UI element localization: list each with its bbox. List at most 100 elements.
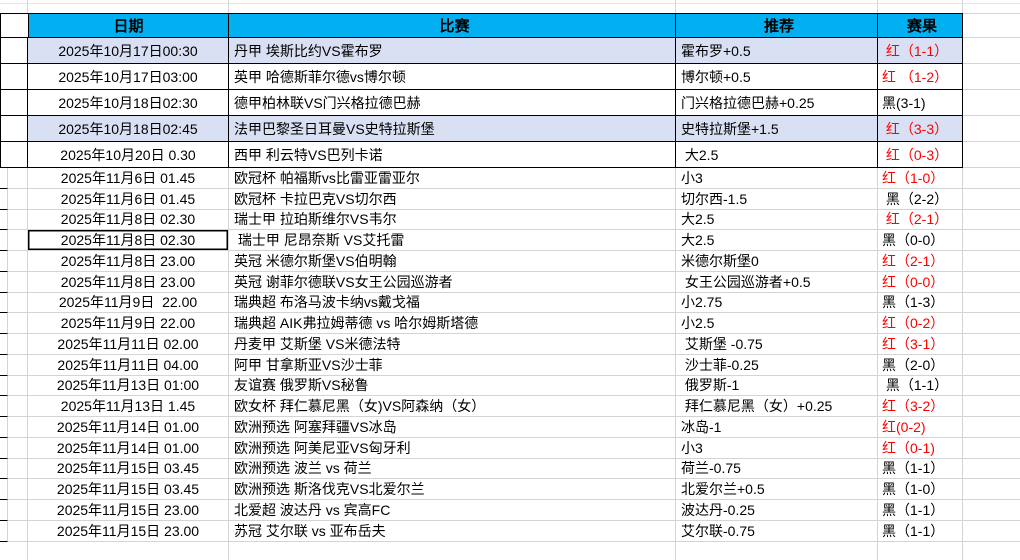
date-cell[interactable]: 2025年11月8日 02.30 <box>28 209 229 231</box>
recommendation-cell[interactable]: 门兴格拉德巴赫+0.25 <box>676 90 878 116</box>
date-cell[interactable]: 2025年11月8日 23.00 <box>28 251 229 272</box>
match-cell[interactable]: 英冠 谢菲尔德联VS女王公园巡游者 <box>229 271 676 293</box>
result-cell[interactable]: 红（0-3） <box>878 142 963 168</box>
result-cell[interactable]: 黑（2-2） <box>878 188 963 210</box>
date-cell[interactable]: 2025年11月8日 23.00 <box>28 271 229 293</box>
result-cell[interactable]: 黑（1-1） <box>878 375 963 397</box>
result-cell[interactable]: 红（3-1） <box>878 334 963 355</box>
match-cell[interactable]: 北爱超 波达丹 vs 宾高FC <box>229 500 676 521</box>
match-cell[interactable]: 德甲柏林联VS门兴格拉德巴赫 <box>229 90 676 116</box>
date-cell[interactable]: 2025年11月15日 23.00 <box>28 520 229 542</box>
recommendation-cell[interactable]: 小3 <box>676 168 878 189</box>
match-cell[interactable]: 丹麦甲 艾斯堡 VS米德法特 <box>229 334 676 355</box>
recommendation-cell[interactable]: 大2.5 <box>676 142 878 168</box>
date-cell[interactable]: 2025年11月15日 23.00 <box>28 500 229 521</box>
recommendation-cell[interactable]: 冰岛-1 <box>676 417 878 438</box>
date-cell[interactable]: 2025年11月14日 01.00 <box>28 437 229 459</box>
date-cell[interactable]: 2025年11月8日 02.30 <box>28 230 229 251</box>
date-cell[interactable]: 2025年11月9日 22.00 <box>28 313 229 334</box>
recommendation-cell[interactable]: 博尔顿+0.5 <box>676 64 878 90</box>
recommendation-cell[interactable]: 北爱尔兰+0.5 <box>676 479 878 500</box>
match-cell[interactable]: 瑞士甲 尼昂奈斯 VS艾托雷 <box>229 230 676 251</box>
recommendation-cell[interactable]: 小3 <box>676 437 878 459</box>
match-cell[interactable]: 西甲 利云特VS巴列卡诺 <box>229 142 676 168</box>
recommendation-cell[interactable]: 波达丹-0.25 <box>676 500 878 521</box>
match-cell[interactable]: 英冠 米德尔斯堡VS伯明翰 <box>229 251 676 272</box>
column-header-recommendation[interactable]: 推荐 <box>676 13 878 38</box>
date-cell[interactable]: 2025年11月9日 22.00 <box>28 292 229 314</box>
recommendation-cell[interactable]: 艾斯堡 -0.75 <box>676 334 878 355</box>
recommendation-cell[interactable]: 大2.5 <box>676 209 878 231</box>
match-cell[interactable]: 阿甲 甘拿斯亚VS沙士菲 <box>229 354 676 376</box>
result-cell[interactable]: 红（1-0） <box>878 168 963 189</box>
result-cell[interactable]: 黑（1-1） <box>878 458 963 480</box>
date-cell[interactable]: 2025年11月13日 1.45 <box>28 396 229 417</box>
match-cell[interactable]: 瑞典超 布洛马波卡纳vs戴戈福 <box>229 292 676 314</box>
match-cell[interactable]: 欧洲预选 斯洛伐克VS北爱尔兰 <box>229 479 676 500</box>
result-cell[interactable]: 黑（1-1） <box>878 500 963 521</box>
date-cell[interactable]: 2025年11月6日 01.45 <box>28 168 229 189</box>
recommendation-cell[interactable]: 荷兰-0.75 <box>676 458 878 480</box>
date-cell[interactable]: 2025年10月17日00:30 <box>28 38 229 64</box>
result-cell[interactable]: 黑（1-1） <box>878 520 963 542</box>
result-cell[interactable]: 红（3-2） <box>878 396 963 417</box>
result-cell[interactable]: 红（2-1） <box>878 251 963 272</box>
recommendation-cell[interactable]: 切尔西-1.5 <box>676 188 878 210</box>
match-cell[interactable]: 苏冠 艾尔联 vs 亚布岳夫 <box>229 520 676 542</box>
result-cell[interactable]: 红（0-2） <box>878 313 963 334</box>
date-cell[interactable]: 2025年11月14日 01.00 <box>28 417 229 438</box>
recommendation-cell[interactable]: 大2.5 <box>676 230 878 251</box>
match-cell[interactable]: 丹甲 埃斯比约VS霍布罗 <box>229 38 676 64</box>
result-cell[interactable]: 红（1-1） <box>878 38 963 64</box>
result-cell[interactable]: 黑（1-3） <box>878 292 963 314</box>
date-cell[interactable]: 2025年10月20日 0.30 <box>28 142 229 168</box>
result-cell[interactable]: 红（2-1） <box>878 209 963 231</box>
result-cell[interactable]: 红(0-2) <box>878 417 963 438</box>
match-cell[interactable]: 友谊赛 俄罗斯VS秘鲁 <box>229 375 676 397</box>
date-cell[interactable]: 2025年11月15日 03.45 <box>28 479 229 500</box>
recommendation-cell[interactable]: 小2.75 <box>676 292 878 314</box>
date-cell[interactable]: 2025年11月13日 01:00 <box>28 375 229 397</box>
recommendation-cell[interactable]: 史特拉斯堡+1.5 <box>676 116 878 142</box>
recommendation-cell[interactable]: 艾尔联-0.75 <box>676 520 878 542</box>
date-cell[interactable]: 2025年11月6日 01.45 <box>28 188 229 210</box>
date-cell[interactable]: 2025年10月18日02:30 <box>28 90 229 116</box>
recommendation-cell[interactable]: 俄罗斯-1 <box>676 375 878 397</box>
match-cell[interactable]: 英甲 哈德斯菲尔德vs博尔顿 <box>229 64 676 90</box>
recommendation-cell[interactable]: 女王公园巡游者+0.5 <box>676 271 878 293</box>
column-header-match[interactable]: 比赛 <box>229 13 676 38</box>
match-cell[interactable]: 瑞士甲 拉珀斯维尔VS韦尔 <box>229 209 676 231</box>
result-cell[interactable]: 黑（2-0） <box>878 354 963 376</box>
match-cell[interactable]: 欧冠杯 卡拉巴克VS切尔西 <box>229 188 676 210</box>
date-cell[interactable]: 2025年11月11日 02.00 <box>28 334 229 355</box>
match-cell[interactable]: 欧洲预选 阿塞拜疆VS冰岛 <box>229 417 676 438</box>
recommendation-cell[interactable]: 小2.5 <box>676 313 878 334</box>
row-margin-cell <box>8 38 28 64</box>
result-cell[interactable]: 红（3-3） <box>878 116 963 142</box>
result-cell[interactable]: 红 （1-2） <box>878 64 963 90</box>
result-cell[interactable]: 黑（0-0） <box>878 230 963 251</box>
empty-cell <box>963 459 1020 480</box>
match-cell[interactable]: 瑞典超 AIK弗拉姆蒂德 vs 哈尔姆斯塔德 <box>229 313 676 334</box>
match-cell[interactable]: 欧冠杯 帕福斯vs比雷亚雷亚尔 <box>229 168 676 189</box>
result-cell[interactable]: 黑(3-1) <box>878 90 963 116</box>
recommendation-cell[interactable]: 沙士菲-0.25 <box>676 354 878 376</box>
match-cell[interactable]: 欧洲预选 阿美尼亚VS匈牙利 <box>229 437 676 459</box>
row-margin-cell <box>8 479 28 500</box>
column-header-date[interactable]: 日期 <box>28 13 229 38</box>
result-cell[interactable]: 黑（1-0） <box>878 479 963 500</box>
date-cell[interactable]: 2025年11月11日 04.00 <box>28 354 229 376</box>
date-cell[interactable]: 2025年10月18日02:45 <box>28 116 229 142</box>
match-cell[interactable]: 欧女杯 拜仁慕尼黑（女)VS阿森纳（女） <box>229 396 676 417</box>
recommendation-cell[interactable]: 拜仁慕尼黑（女）+0.25 <box>676 396 878 417</box>
match-cell[interactable]: 法甲巴黎圣日耳曼VS史特拉斯堡 <box>229 116 676 142</box>
result-cell[interactable]: 红（0-1) <box>878 437 963 459</box>
recommendation-cell[interactable]: 米德尔斯堡0 <box>676 251 878 272</box>
date-cell[interactable]: 2025年10月17日03:00 <box>28 64 229 90</box>
left-gutter-cell <box>0 188 8 210</box>
result-cell[interactable]: 红（0-0） <box>878 271 963 293</box>
column-header-result[interactable]: 赛果 <box>878 13 963 38</box>
date-cell[interactable]: 2025年11月15日 03.45 <box>28 458 229 480</box>
recommendation-cell[interactable]: 霍布罗+0.5 <box>676 38 878 64</box>
match-cell[interactable]: 欧洲预选 波兰 vs 荷兰 <box>229 458 676 480</box>
